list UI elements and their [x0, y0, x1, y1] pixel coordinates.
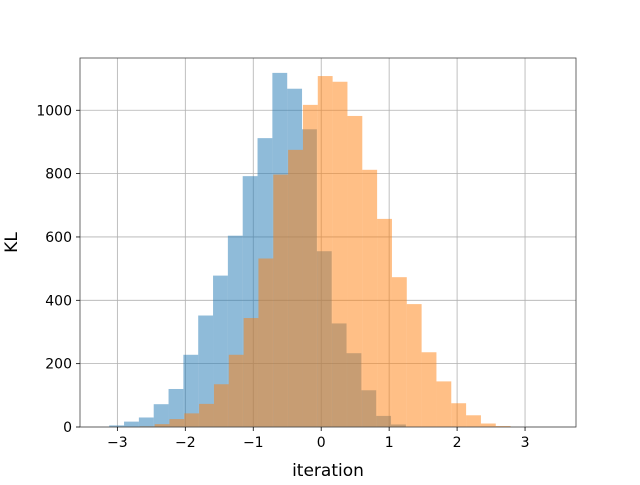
- histogram-bar-series-2: [199, 403, 214, 427]
- x-tick-label: −2: [175, 435, 196, 451]
- histogram-bar-series-2: [273, 174, 289, 427]
- histogram-bar-series-2: [362, 169, 378, 427]
- histogram-bar-series-2: [184, 413, 200, 427]
- histogram-bar-series-2: [317, 76, 333, 427]
- x-tick-label: 1: [385, 435, 394, 451]
- x-tick-label: −1: [243, 435, 264, 451]
- y-axis-label: KL: [2, 232, 22, 253]
- histogram-bar-series-2: [391, 277, 407, 427]
- histogram-bar-series-2: [347, 115, 363, 428]
- y-tick-label: 800: [45, 167, 72, 183]
- histogram-bar-series-2: [495, 426, 511, 427]
- x-tick-label: −3: [107, 435, 128, 451]
- histogram-bar-series-2: [213, 384, 229, 427]
- x-axis-label: iteration: [292, 461, 364, 480]
- histogram-bar-series-2: [154, 424, 170, 427]
- plot-frame: [79, 57, 577, 428]
- histogram-bar-series-1: [109, 425, 125, 427]
- y-tick-label: 200: [45, 357, 72, 373]
- histogram-bar-series-2: [406, 304, 422, 427]
- x-tick-label: 3: [521, 435, 530, 451]
- histogram-bar-series-2: [421, 352, 437, 427]
- histogram-bar-series-2: [258, 258, 274, 427]
- x-tick-label: 0: [317, 435, 326, 451]
- histogram-bar-series-1: [153, 404, 169, 427]
- y-tick-label: 1000: [36, 103, 72, 119]
- ticks-layer: −3 −2 −1 0 1 2 3 0 200 400 600 800 1000: [36, 103, 529, 451]
- histogram-bar-series-2: [436, 381, 452, 427]
- histogram-bar-series-2: [451, 403, 467, 427]
- histogram-bar-series-1: [198, 315, 214, 427]
- histogram-bar-series-2: [169, 419, 185, 427]
- histogram-bar-series-2: [377, 218, 392, 427]
- y-tick-label: 0: [63, 420, 72, 436]
- histogram-bar-series-2: [243, 318, 259, 427]
- histogram-bar-series-1: [124, 421, 139, 427]
- histogram-bar-series-2: [480, 423, 496, 427]
- bars-layer: [109, 72, 511, 428]
- histogram-bar-series-1: [138, 417, 154, 427]
- histogram-bar-series-2: [466, 415, 481, 427]
- histogram-bar-series-1: [183, 354, 199, 427]
- histogram-bar-series-2: [332, 81, 348, 427]
- histogram-bar-series-2: [288, 149, 303, 428]
- x-tick-label: 2: [453, 435, 462, 451]
- histogram-bar-series-1: [168, 388, 184, 427]
- histogram-bar-series-2: [228, 354, 244, 427]
- y-tick-label: 600: [45, 230, 72, 246]
- histogram-bar-series-2: [302, 104, 318, 427]
- y-tick-label: 400: [45, 293, 72, 309]
